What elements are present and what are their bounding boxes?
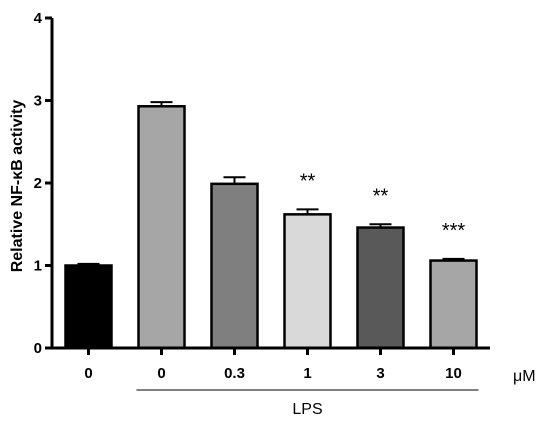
significance-marker: ** xyxy=(300,170,316,192)
y-tick-label: 0 xyxy=(34,340,42,357)
lps-group-label: LPS xyxy=(292,401,322,418)
y-tick-label: 3 xyxy=(34,93,42,110)
x-tick-label: 3 xyxy=(376,365,384,382)
bars: ******* xyxy=(64,101,478,350)
bar xyxy=(283,213,332,350)
x-tick-label: 0 xyxy=(157,365,165,382)
significance-marker: *** xyxy=(442,220,466,242)
x-tick-label: 1 xyxy=(303,365,311,382)
bar-group: ** xyxy=(356,185,405,350)
bar-group: ** xyxy=(283,170,332,350)
bar xyxy=(429,259,478,350)
y-axis-label: Relative NF-κB activity xyxy=(9,100,26,273)
unit-label: μM xyxy=(513,368,536,385)
bar xyxy=(64,264,113,350)
bar xyxy=(356,226,405,350)
bar xyxy=(210,182,259,350)
bar xyxy=(137,105,186,350)
x-tick-label: 0 xyxy=(84,365,92,382)
y-tick-label: 1 xyxy=(34,258,42,275)
y-tick-label: 4 xyxy=(34,10,43,27)
y-tick-label: 2 xyxy=(34,175,42,192)
bar-group xyxy=(64,262,113,350)
x-tick-label: 0.3 xyxy=(224,365,245,382)
x-axis: 0 0 0.3 1 3 10 xyxy=(51,346,490,382)
significance-marker: ** xyxy=(373,185,389,207)
y-axis: 0 1 2 3 4 xyxy=(34,10,54,357)
bar-group xyxy=(210,176,259,350)
bar-group: *** xyxy=(429,220,478,350)
x-tick-label: 10 xyxy=(445,365,462,382)
bar-group xyxy=(137,101,186,350)
